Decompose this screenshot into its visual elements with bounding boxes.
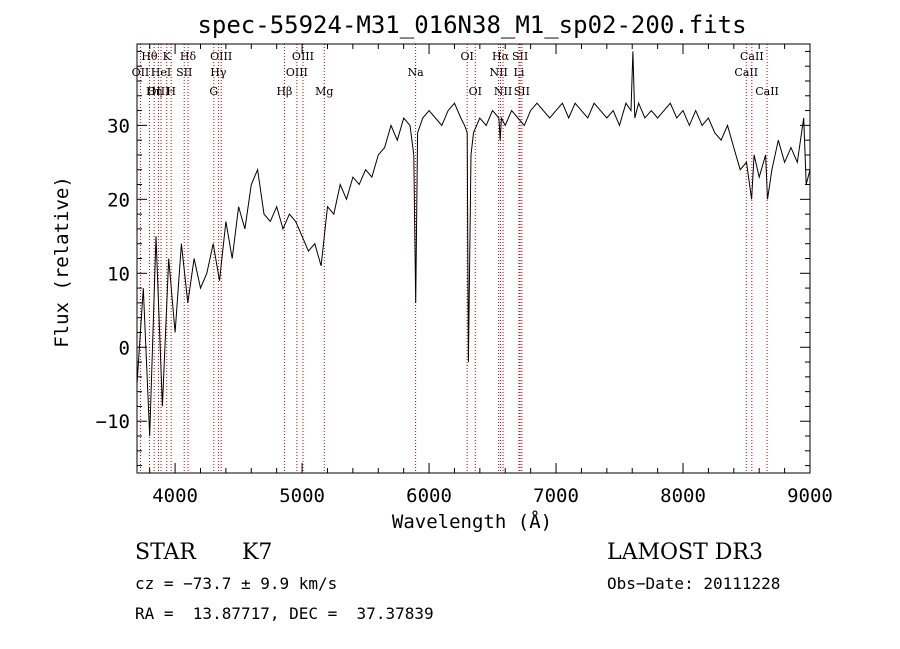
- line-label-4: HeI: [151, 66, 171, 79]
- line-label-27: CaII: [755, 85, 779, 98]
- x-tick-label-5000: 5000: [279, 485, 325, 507]
- y-tick-label--10: −10: [96, 411, 130, 433]
- line-label-23: Li: [514, 66, 525, 79]
- flux-series-line: [136, 51, 811, 437]
- line-label-3: Hη: [146, 85, 162, 98]
- x-tick-label-6000: 6000: [406, 485, 452, 507]
- line-label-2: OIII: [147, 85, 169, 98]
- x-tick-label-8000: 8000: [660, 485, 706, 507]
- line-label-12: Hβ: [276, 85, 292, 98]
- y-tick-label-0: 0: [119, 337, 130, 359]
- coordinates: RA = 13.87717, DEC = 37.37839: [135, 604, 434, 623]
- x-axis-label: Wavelength (Å): [392, 510, 552, 533]
- survey-name: LAMOST DR3: [607, 540, 763, 565]
- line-label-14: OIII: [292, 50, 314, 63]
- line-label-16: Na: [408, 66, 425, 79]
- line-label-13: OIII: [286, 66, 308, 79]
- redshift-velocity: cz = −73.7 ± 9.9 km/s: [135, 574, 338, 593]
- line-label-18: OI: [469, 85, 482, 98]
- line-label-24: SII: [514, 85, 530, 98]
- y-axis-ticks: −10 0 10 20 30: [96, 50, 810, 467]
- line-label-8: Hδ: [180, 50, 197, 63]
- chart-title: spec-55924-M31_016N38_M1_sp02-200.fits: [197, 11, 746, 39]
- plot-frame: [136, 43, 811, 474]
- line-label-0: Hθ: [141, 50, 158, 63]
- line-label-22: SII: [512, 50, 528, 63]
- line-label-11: G: [209, 85, 218, 98]
- line-label-6: H: [166, 85, 176, 98]
- x-axis-ticks: 4000 5000 6000 7000 8000 9000: [149, 44, 833, 507]
- x-tick-label-4000: 4000: [152, 485, 198, 507]
- line-label-7: SII: [176, 66, 192, 79]
- line-label-25: CaII: [734, 66, 758, 79]
- line-label-9: OIII: [210, 50, 232, 63]
- y-tick-label-10: 10: [107, 263, 130, 285]
- x-tick-label-9000: 9000: [787, 485, 833, 507]
- line-label-1: OII: [132, 66, 150, 79]
- y-tick-label-20: 20: [107, 189, 130, 211]
- line-label-15: Mg: [315, 85, 333, 98]
- object-class: STAR: [135, 540, 196, 565]
- line-label-17: OI: [460, 50, 473, 63]
- y-tick-label-30: 30: [107, 115, 130, 137]
- x-tick-label-7000: 7000: [533, 485, 579, 507]
- line-label-5: K: [163, 50, 172, 63]
- line-label-19: NII: [489, 66, 507, 79]
- line-label-10: Hγ: [210, 66, 227, 79]
- line-label-26: CaII: [740, 50, 764, 63]
- object-subclass: K7: [242, 540, 273, 565]
- y-axis-label: Flux (relative): [51, 176, 73, 348]
- line-label-20: NII: [494, 85, 512, 98]
- line-label-21: Hα: [492, 50, 510, 63]
- observation-date: Obs−Date: 20111228: [607, 574, 781, 593]
